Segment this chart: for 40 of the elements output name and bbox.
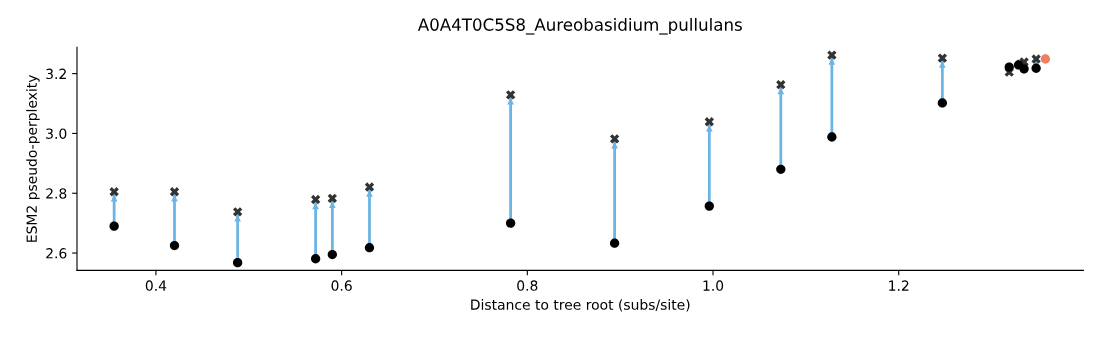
y-tick-label: 2.6	[46, 248, 67, 259]
point	[776, 164, 786, 174]
point	[937, 53, 948, 63]
point	[1040, 54, 1051, 64]
point	[232, 207, 243, 217]
point	[310, 194, 321, 205]
x-tick-label: 1.2	[889, 280, 909, 291]
x-tick-label: 0.6	[331, 280, 352, 291]
point	[704, 117, 714, 127]
point	[109, 187, 119, 197]
point	[505, 90, 516, 100]
x-tick-label: 0.4	[145, 280, 167, 291]
point	[827, 50, 837, 60]
point	[109, 221, 119, 231]
y-tick-label: 3.0	[46, 128, 67, 139]
point	[609, 238, 620, 248]
point	[827, 132, 837, 142]
x-tick-label: 0.8	[517, 280, 538, 291]
point	[776, 80, 786, 90]
y-axis-title: ESM2 pseudo-perplexity	[26, 74, 40, 242]
point	[1031, 54, 1041, 64]
point	[310, 254, 321, 264]
point	[327, 193, 337, 203]
x-tick-label: 1.0	[703, 280, 724, 291]
point	[505, 218, 516, 228]
point	[169, 187, 180, 197]
point	[1019, 64, 1029, 74]
chart-title: A0A4T0C5S8_Aureobasidium_pullulans	[417, 17, 742, 35]
x-axis-title: Distance to tree root (subs/site)	[471, 299, 690, 312]
point	[364, 243, 375, 253]
point	[609, 134, 620, 144]
point	[169, 240, 180, 251]
point	[1004, 62, 1014, 72]
y-tick-label: 3.2	[46, 68, 66, 80]
y-tick-label: 2.8	[46, 188, 67, 199]
point	[327, 249, 337, 260]
point	[1031, 63, 1041, 73]
point	[704, 201, 714, 211]
point	[937, 98, 948, 108]
point	[232, 257, 243, 268]
